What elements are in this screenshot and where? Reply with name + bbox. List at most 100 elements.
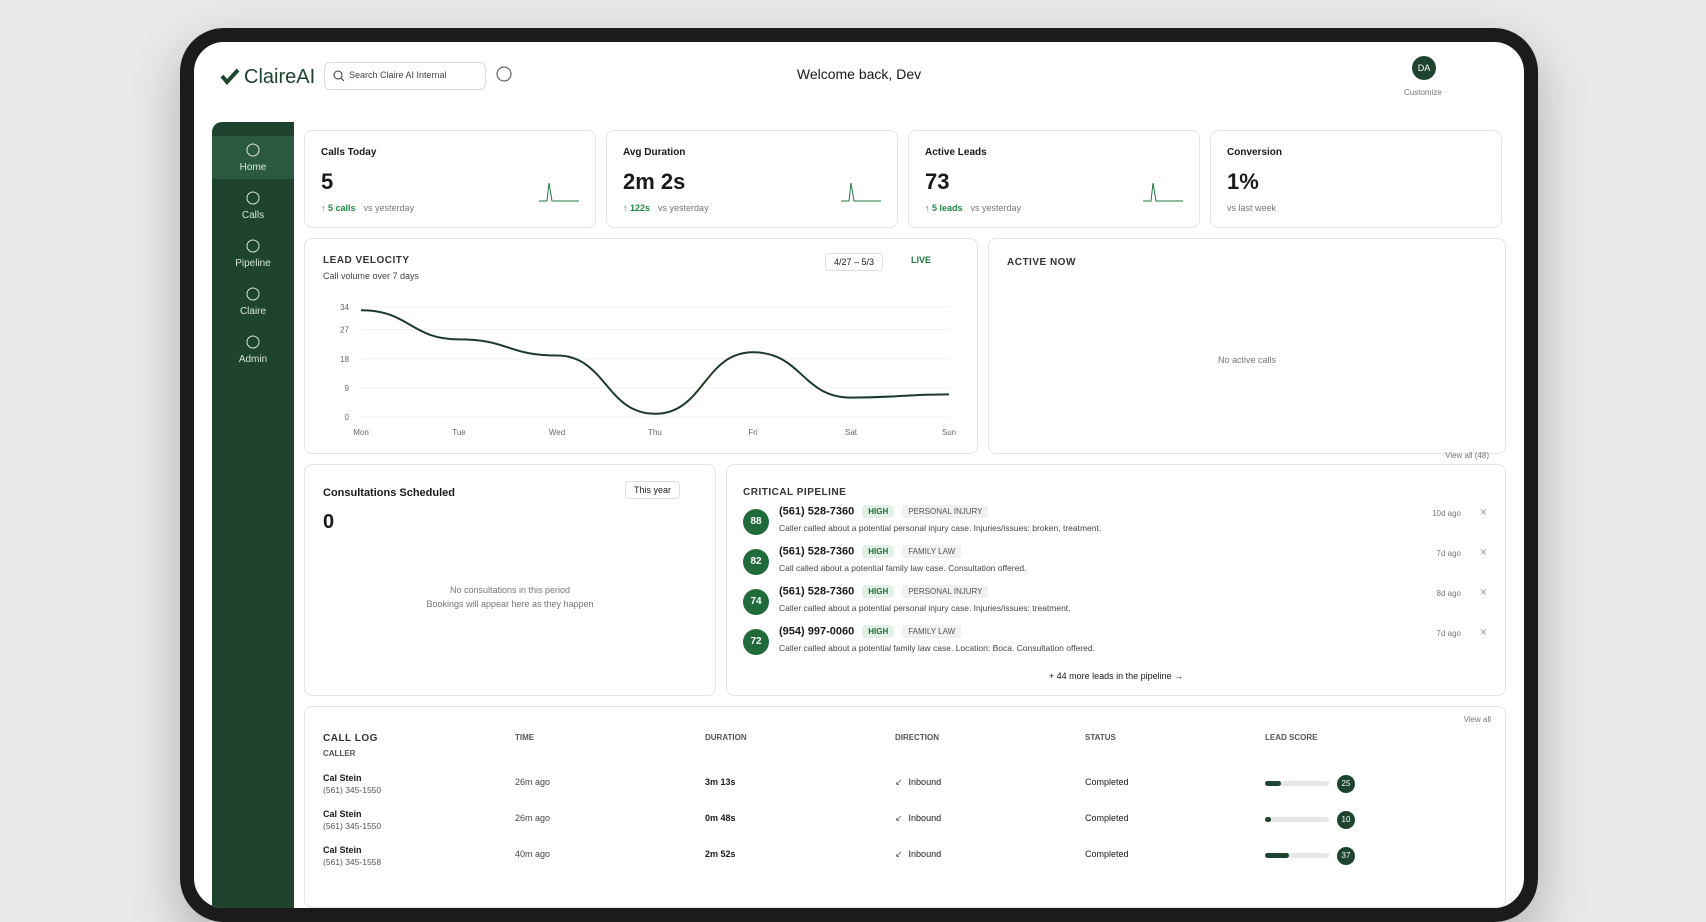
area-tag: FAMILY LAW <box>902 545 962 558</box>
nav-item[interactable]: Claire <box>212 286 294 317</box>
y-tick-label: 27 <box>340 326 349 335</box>
caller-phone: (561) 345-1550 <box>323 821 382 831</box>
lead-summary: Caller called about a potential personal… <box>779 603 1071 613</box>
nav-icon <box>246 239 260 253</box>
lead-velocity-card: LEAD VELOCITY Call volume over 7 days 4/27… <box>304 238 978 454</box>
call-duration: 0m 48s <box>705 813 736 823</box>
empty-state: No consultations in this period <box>449 585 571 595</box>
dismiss-button[interactable]: × <box>1479 625 1487 639</box>
chat-button[interactable] <box>494 64 514 84</box>
nav-label: Admin <box>238 354 268 365</box>
call-duration: 3m 13s <box>705 777 736 787</box>
logo-icon <box>220 68 240 86</box>
stat-value: 2m 2s <box>623 169 686 194</box>
stat-value: 73 <box>925 169 950 194</box>
nav-label: Calls <box>241 210 265 221</box>
column-header: CALLER <box>323 749 356 758</box>
stat-label: Avg Duration <box>623 147 686 158</box>
caller-name: Cal Stein <box>323 809 362 819</box>
stat-delta: 5 leads <box>932 203 963 213</box>
stat-note: vs yesterday <box>970 203 1022 213</box>
dismiss-button[interactable]: × <box>1479 545 1487 559</box>
score-badge: 72 <box>743 629 769 655</box>
live-indicator: LIVE <box>911 255 932 265</box>
x-tick-label: Tue <box>452 428 466 437</box>
stat-note: vs last week <box>1227 203 1277 213</box>
direction-icon: ↙ <box>895 813 903 823</box>
stat-trend: ↑ 5 calls vs yesterday <box>321 203 414 213</box>
stat-label: Active Leads <box>925 147 987 158</box>
dismiss-button[interactable]: × <box>1479 585 1487 599</box>
lead-phone: (561) 528-7360 <box>779 545 855 558</box>
stat-card: Calls Today 5 ↑ 5 calls vs yesterday <box>304 130 596 228</box>
view-all-link[interactable]: View all (48) <box>1445 451 1489 460</box>
lead-phone: (954) 997-0060 <box>779 625 855 638</box>
y-tick-label: 9 <box>345 384 350 393</box>
icon-shape <box>246 143 260 157</box>
nav-item[interactable]: Home <box>212 136 294 179</box>
avatar[interactable]: DA <box>1412 56 1436 80</box>
x-tick-label: Mon <box>353 428 369 437</box>
direction-label: Inbound <box>908 813 942 823</box>
stat-card: Conversion 1% vs last week <box>1210 130 1502 228</box>
score-track <box>1265 781 1329 786</box>
filter-dropdown[interactable]: This year <box>625 481 681 499</box>
direction-icon: ↙ <box>895 849 903 859</box>
date-range[interactable]: 4/27 – 5/3 <box>825 253 884 271</box>
score-bar <box>1265 853 1289 858</box>
lead-phone: (561) 528-7360 <box>779 505 855 518</box>
score-track <box>1265 853 1329 858</box>
nav-item[interactable]: Admin <box>212 334 294 365</box>
stat-note: vs yesterday <box>363 203 415 213</box>
trend-arrow: ↑ <box>925 203 933 213</box>
stat-note: vs yesterday <box>658 203 709 213</box>
card-title: CRITICAL PIPELINE <box>743 487 847 498</box>
caller-name: Cal Stein <box>323 773 362 783</box>
lead-summary: Caller called about a potential family l… <box>779 643 1095 653</box>
nav-label: Pipeline <box>235 258 271 269</box>
nav-label: Claire <box>239 306 267 317</box>
score-badge: 37 <box>1337 847 1355 865</box>
nav-icon <box>246 287 260 301</box>
x-tick-label: Fri <box>748 428 758 437</box>
search-box[interactable]: Search Claire AI Internal <box>324 62 486 90</box>
call-status: Completed <box>1085 777 1129 787</box>
nav-item[interactable]: Calls <box>212 190 294 221</box>
card-title: Consultations Scheduled <box>323 487 456 499</box>
chart-subtitle: Call volume over 7 days <box>323 271 420 281</box>
call-direction: ↙ Inbound <box>895 777 941 788</box>
lead-line: (561) 528-7360 HIGH PERSONAL INJURY <box>779 585 989 598</box>
search-icon <box>333 70 345 82</box>
score-bar <box>1265 781 1281 786</box>
x-tick-label: Thu <box>648 428 662 437</box>
card-title: CALL LOG <box>323 733 378 744</box>
view-all-link[interactable]: View all <box>1463 715 1491 724</box>
brand: ClaireAI <box>244 66 316 88</box>
nav-icon <box>246 335 260 349</box>
trend-arrow: ↑ <box>321 203 329 213</box>
call-log-card: CALL LOG View all CALLER TIME DURATION DIRECT… <box>304 706 1506 908</box>
x-tick-label: Sun <box>942 428 956 437</box>
column-header: DIRECTION <box>895 733 939 742</box>
dismiss-button[interactable]: × <box>1479 505 1487 519</box>
direction-label: Inbound <box>908 777 942 787</box>
more-leads-link[interactable]: + 44 more leads in the pipeline → <box>1048 671 1184 681</box>
nav-label: Home <box>239 162 267 173</box>
stat-card: Active Leads 73 ↑ 5 leads vs yesterday <box>908 130 1200 228</box>
column-header: STATUS <box>1085 733 1116 742</box>
lead-summary: Call called about a potential family law… <box>779 563 1027 573</box>
score-badge: 88 <box>743 509 769 535</box>
lead-age: 10d ago <box>1432 509 1461 518</box>
chart-title: LEAD VELOCITY <box>323 255 410 266</box>
x-tick-label: Wed <box>549 428 565 437</box>
nav-item[interactable]: Pipeline <box>212 238 294 269</box>
score-badge: 82 <box>743 549 769 575</box>
lead-line: (561) 528-7360 HIGH FAMILY LAW <box>779 545 962 558</box>
caller-phone: (561) 345-1550 <box>323 785 382 795</box>
icon-shape <box>246 239 260 253</box>
lead-age: 7d ago <box>1436 549 1461 558</box>
stat-delta: 122s <box>630 203 651 213</box>
customize-link[interactable]: Customize <box>1404 88 1442 97</box>
x-tick-label: Sat <box>845 428 858 437</box>
